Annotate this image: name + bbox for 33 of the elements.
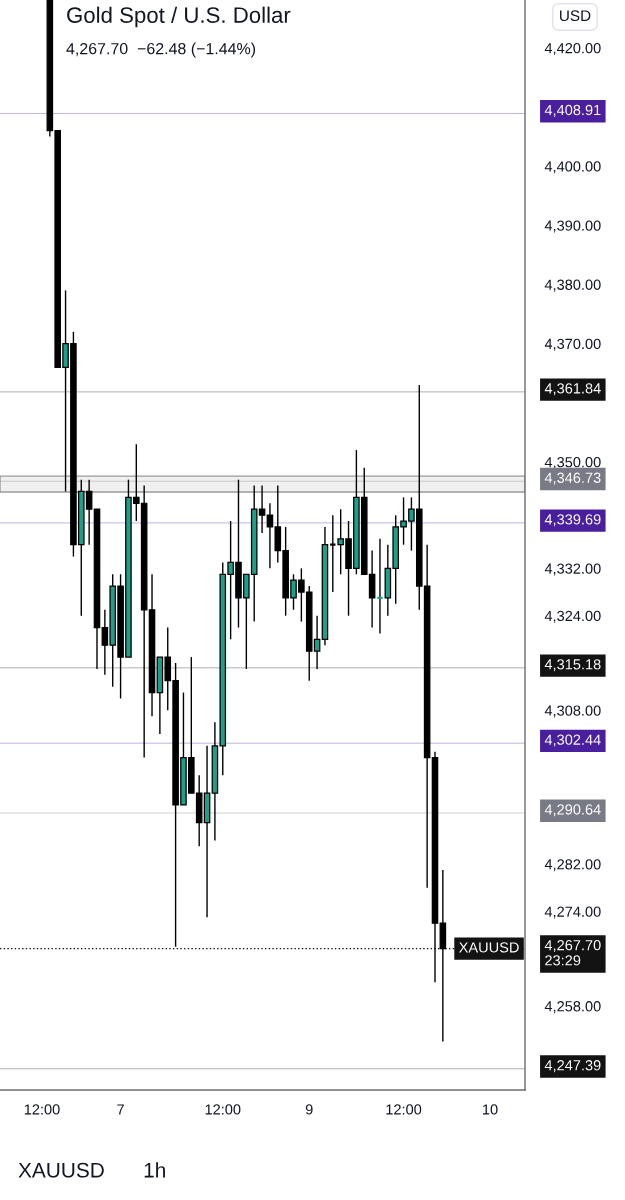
annotation: XAUUSD [458, 942, 519, 953]
ref-line-label: 4,408.91 [544, 104, 601, 117]
ref-line-label: 4,302.44 [544, 734, 601, 747]
x-tick-label: 10 [483, 1104, 498, 1115]
y-tick-label: 4,390.00 [544, 220, 601, 233]
y-tick-label: 4,308.00 [544, 705, 601, 718]
ref-line-label: 4,247.39 [544, 1060, 601, 1073]
y-axis-title: USD [560, 10, 591, 22]
x-tick-label: 7 [117, 1104, 124, 1115]
y-tick-label: 4,350.00 [544, 457, 601, 470]
ref-line-label: 4,361.84 [544, 383, 601, 396]
y-tick-label: 4,274.00 [544, 906, 601, 919]
y-tick-label: 4,370.00 [544, 338, 601, 351]
y-tick-label: 4,332.00 [544, 563, 601, 576]
text: 4,267.70 −62.48 (−1.44%) [66, 42, 256, 58]
ref-line-label: 4,346.73 [544, 472, 601, 485]
x-tick-label: 12:00 [205, 1104, 241, 1115]
text: XAUUSD [18, 1162, 104, 1178]
text: 1h [144, 1162, 165, 1178]
ref-line-label: 4,315.18 [544, 659, 601, 672]
y-tick-label: 4,282.00 [544, 859, 601, 872]
y-tick-label: 4,400.00 [544, 161, 601, 174]
y-tick-label: 4,258.00 [544, 1001, 601, 1014]
y-tick-label: 4,420.00 [544, 43, 601, 56]
ref-line-label: 4,290.64 [544, 804, 601, 817]
x-tick-label: 9 [305, 1104, 313, 1115]
x-tick-label: 12:00 [386, 1104, 422, 1115]
y-tick-label: 4,324.00 [544, 610, 601, 623]
ref-line-label: 4,339.69 [544, 514, 601, 527]
y-tick-label: 4,380.00 [544, 279, 601, 292]
x-tick-label: 12:00 [24, 1104, 60, 1115]
chart-title: Gold Spot / U.S. Dollar [67, 6, 291, 28]
ref-line-label: 4,267.70 23:29 [544, 939, 601, 966]
